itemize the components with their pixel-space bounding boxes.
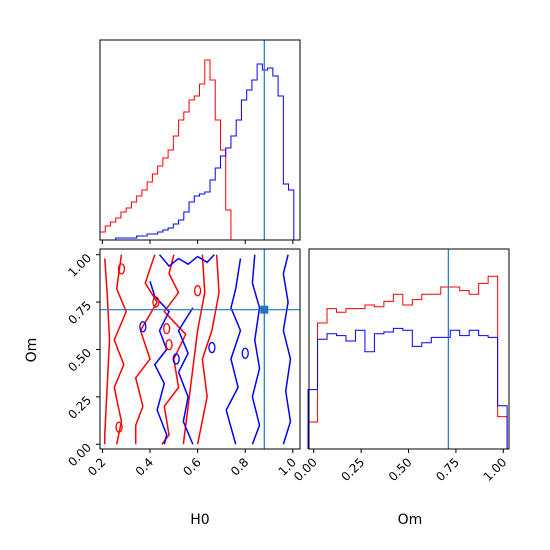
contour-red-line-0 <box>104 258 111 445</box>
contour-red-island-5 <box>115 421 123 433</box>
contour-x-tick-label-2: 0.6 <box>180 455 203 478</box>
histogram-om-panel <box>307 248 510 450</box>
contour-blue-line-3 <box>225 258 242 445</box>
contour-frame <box>99 248 301 450</box>
contour-red-island-4 <box>193 285 202 297</box>
truth-marker <box>260 305 269 314</box>
contour-blue-island-0 <box>139 321 147 333</box>
hist-h0-frame <box>99 39 301 241</box>
contour-red-island-1 <box>152 296 160 308</box>
contour-y-tick-label-2: 0.50 <box>65 346 94 375</box>
contour-blue-island-3 <box>241 347 249 359</box>
hist-om-blue-series <box>307 327 508 449</box>
x-axis-label-om: Om <box>398 512 423 528</box>
hist-h0-blue-series <box>100 63 295 241</box>
contour-red-island-3 <box>165 339 173 351</box>
contour-panel <box>99 248 301 450</box>
hist-om-x-tick-label-2: 0.50 <box>386 455 415 484</box>
contour-red-line-1 <box>113 254 128 445</box>
hist-om-x-tick-label-4: 1.00 <box>481 455 510 484</box>
hist-om-red-series <box>307 275 508 449</box>
contour-x-tick-label-0: 0.2 <box>85 455 108 478</box>
contour-x-tick-label-1: 0.4 <box>133 455 156 478</box>
hist-om-x-tick-label-3: 0.75 <box>433 455 462 484</box>
contour-red-line-4 <box>182 254 206 445</box>
y-axis-label-om: Om <box>24 338 40 363</box>
contour-blue-island-2 <box>208 341 216 354</box>
contour-blue-line-4 <box>251 254 261 445</box>
contour-red-line-2 <box>134 254 159 445</box>
histogram-h0-panel <box>99 39 301 241</box>
contour-blue-island-1 <box>172 353 180 365</box>
contour-red-line-3 <box>161 254 187 445</box>
contour-blue-line-5 <box>282 254 292 445</box>
contour-blue-line-2 <box>177 307 194 445</box>
contour-blue-line-0 <box>158 254 215 268</box>
contour-red-island-2 <box>163 322 171 335</box>
contour-red-line-5 <box>196 254 220 445</box>
hist-om-x-tick-label-1: 0.25 <box>338 455 367 484</box>
contour-y-tick-label-3: 0.75 <box>65 298 94 327</box>
contour-red-island-0 <box>117 263 126 275</box>
hist-om-frame <box>308 248 510 450</box>
x-axis-label-h0: H0 <box>190 512 209 528</box>
contour-x-tick-label-3: 0.8 <box>228 455 251 478</box>
contour-y-tick-label-4: 1.00 <box>65 251 94 280</box>
contour-y-tick-label-1: 0.25 <box>65 393 94 422</box>
hist-om-x-tick-label-0: 0.00 <box>291 455 320 484</box>
contour-blue-line-1 <box>149 281 170 445</box>
